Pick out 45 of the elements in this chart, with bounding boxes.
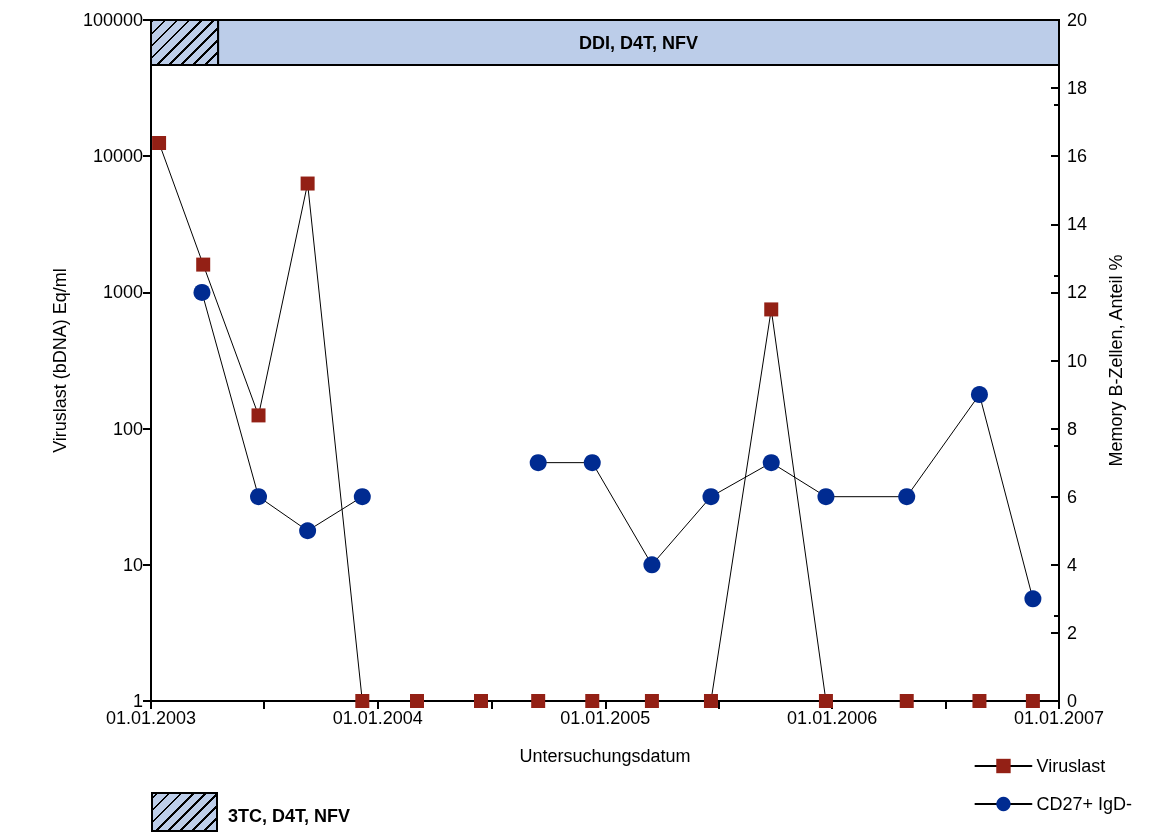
x-tick-label: 01.01.2005 xyxy=(560,708,651,728)
y2-tick-label: 14 xyxy=(1067,214,1088,235)
point xyxy=(196,257,211,272)
legend-label: Viruslast xyxy=(1036,756,1106,776)
y-tick-label: 10 xyxy=(122,554,143,575)
point xyxy=(152,136,167,150)
y2-tick-label: 18 xyxy=(1067,78,1088,99)
y2-tick-label: 10 xyxy=(1067,350,1088,371)
y2-tick-label: 6 xyxy=(1067,486,1078,507)
legend-label: 3TC, D4T, NFV xyxy=(228,806,351,826)
y2-tick-label: 4 xyxy=(1067,554,1078,575)
point xyxy=(972,694,987,708)
point xyxy=(300,176,315,191)
y2-tick-label: 2 xyxy=(1067,622,1078,643)
y2-tick-label: 8 xyxy=(1067,418,1078,439)
point xyxy=(251,408,266,423)
x-tick-label: 01.01.2004 xyxy=(332,708,423,728)
point xyxy=(899,694,914,708)
point xyxy=(585,694,600,708)
y-axis-title: Viruslast (bDNA) Eq/ml xyxy=(50,268,70,453)
y-tick-label: 1 xyxy=(132,691,143,711)
point xyxy=(474,694,489,708)
y2-tick-label: 16 xyxy=(1067,146,1088,167)
y-tick-label: 10000 xyxy=(92,146,143,167)
point xyxy=(410,694,424,708)
y2-axis-title: Memory B-Zellen, Anteil % xyxy=(1106,254,1126,467)
point xyxy=(703,694,718,708)
x-tick-label: 01.01.2003 xyxy=(105,708,197,728)
point xyxy=(531,694,546,708)
x-tick-label: 01.01.2007 xyxy=(1013,708,1105,728)
y-tick-label: 100 xyxy=(112,418,143,439)
point xyxy=(355,694,370,708)
point xyxy=(764,302,779,317)
point xyxy=(1025,694,1040,708)
legend-label: CD27+ IgD- xyxy=(1036,794,1133,814)
y2-tick-label: 20 xyxy=(1067,10,1088,30)
x-tick-label: 01.01.2006 xyxy=(787,708,878,728)
y-tick-label: 1000 xyxy=(102,282,143,303)
band-label: DDI, D4T, NFV xyxy=(579,32,699,53)
y-tick-label: 100000 xyxy=(82,10,143,30)
y2-tick-label: 0 xyxy=(1067,691,1078,711)
point xyxy=(644,694,659,708)
point xyxy=(818,694,833,708)
y2-tick-label: 12 xyxy=(1067,282,1088,303)
x-axis-title: Untersuchungsdatum xyxy=(519,746,691,766)
